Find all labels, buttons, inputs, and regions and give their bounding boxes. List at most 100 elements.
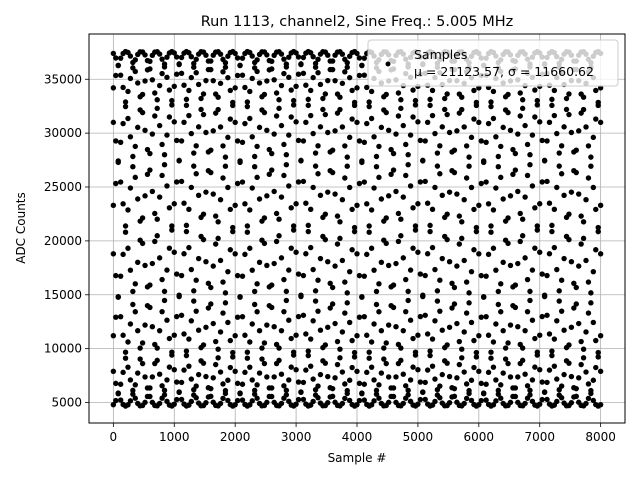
sample-point [164, 54, 170, 60]
sample-point [476, 251, 482, 257]
sample-point [507, 127, 514, 133]
sample-point [456, 241, 463, 247]
sample-point [191, 64, 197, 70]
sample-point [154, 105, 160, 112]
sample-point [317, 81, 324, 88]
sample-point [344, 387, 350, 394]
sample-point [395, 90, 402, 96]
sample-point [585, 143, 592, 149]
sample-point [186, 87, 192, 94]
sample-point [312, 150, 319, 156]
sample-point [320, 95, 326, 102]
sample-point [232, 333, 238, 339]
sample-point [351, 99, 358, 106]
sample-point [217, 124, 224, 130]
sample-point [527, 387, 533, 394]
sample-point [125, 339, 131, 345]
sample-point [378, 196, 385, 202]
sample-point [583, 369, 589, 375]
sample-point [339, 196, 346, 203]
sample-point [527, 161, 533, 168]
sample-point [208, 58, 214, 64]
sample-point [576, 375, 582, 381]
sample-point [225, 74, 231, 81]
sample-point [595, 354, 601, 360]
sample-point [334, 361, 341, 368]
sample-point [300, 178, 307, 185]
sample-point [325, 129, 331, 136]
sample-point [169, 97, 175, 104]
sample-point [159, 70, 165, 77]
sample-point [161, 288, 168, 295]
sample-point [558, 383, 565, 389]
sample-point [156, 327, 163, 334]
sample-point [597, 119, 604, 126]
sample-point [249, 53, 255, 59]
sample-point [174, 379, 180, 385]
sample-point [300, 379, 307, 386]
sample-point [225, 319, 231, 326]
sample-point [517, 238, 523, 245]
sample-point [546, 331, 553, 337]
sample-point [237, 390, 243, 396]
sample-point [415, 201, 421, 207]
sample-point [461, 329, 467, 335]
sample-point [549, 228, 555, 235]
sample-point [488, 99, 494, 105]
sample-point [327, 394, 333, 400]
sample-point [176, 61, 182, 68]
sample-point [556, 392, 562, 398]
sample-point [174, 179, 180, 185]
sample-point [571, 280, 577, 286]
sample-point [498, 309, 504, 315]
sample-point [444, 211, 450, 217]
sample-point [415, 249, 421, 255]
sample-point [568, 373, 575, 380]
sample-point [356, 55, 363, 61]
sample-point [442, 95, 448, 102]
x-tick-label: 2000 [220, 430, 251, 444]
sample-point [451, 385, 458, 392]
sample-point [264, 127, 270, 133]
sample-point [449, 394, 455, 400]
sample-point [376, 143, 382, 150]
sample-point [339, 124, 346, 130]
sample-point [563, 106, 570, 113]
sample-point [539, 379, 545, 385]
sample-point [488, 223, 494, 229]
sample-point [154, 233, 160, 239]
sample-point [208, 284, 214, 291]
sample-point [597, 202, 604, 209]
sample-point [132, 143, 138, 150]
sample-point [220, 395, 226, 402]
sample-point [256, 80, 263, 86]
sample-point [424, 119, 431, 126]
sample-point [488, 349, 494, 355]
sample-point [410, 87, 416, 93]
sample-point [429, 363, 436, 369]
sample-point [546, 200, 553, 206]
sample-point [237, 62, 243, 68]
sample-point [366, 223, 372, 229]
sample-point [368, 207, 375, 213]
sample-point [583, 400, 589, 407]
sample-point [410, 205, 416, 211]
sample-point [480, 158, 487, 164]
sample-point [256, 259, 263, 265]
sample-point [371, 185, 377, 191]
sample-point [244, 223, 251, 229]
y-axis-label: ADC Counts [14, 192, 28, 264]
sample-point [500, 124, 506, 131]
sample-point [312, 60, 319, 67]
sample-point [183, 352, 190, 359]
sample-point [422, 138, 428, 144]
sample-point [239, 139, 246, 145]
sample-point [251, 164, 258, 170]
sample-point [149, 260, 156, 267]
sample-point [424, 200, 431, 206]
sample-point [154, 357, 160, 364]
sample-point [373, 301, 380, 308]
sample-point [558, 143, 565, 149]
sample-point [210, 263, 216, 269]
sample-point [593, 206, 599, 213]
